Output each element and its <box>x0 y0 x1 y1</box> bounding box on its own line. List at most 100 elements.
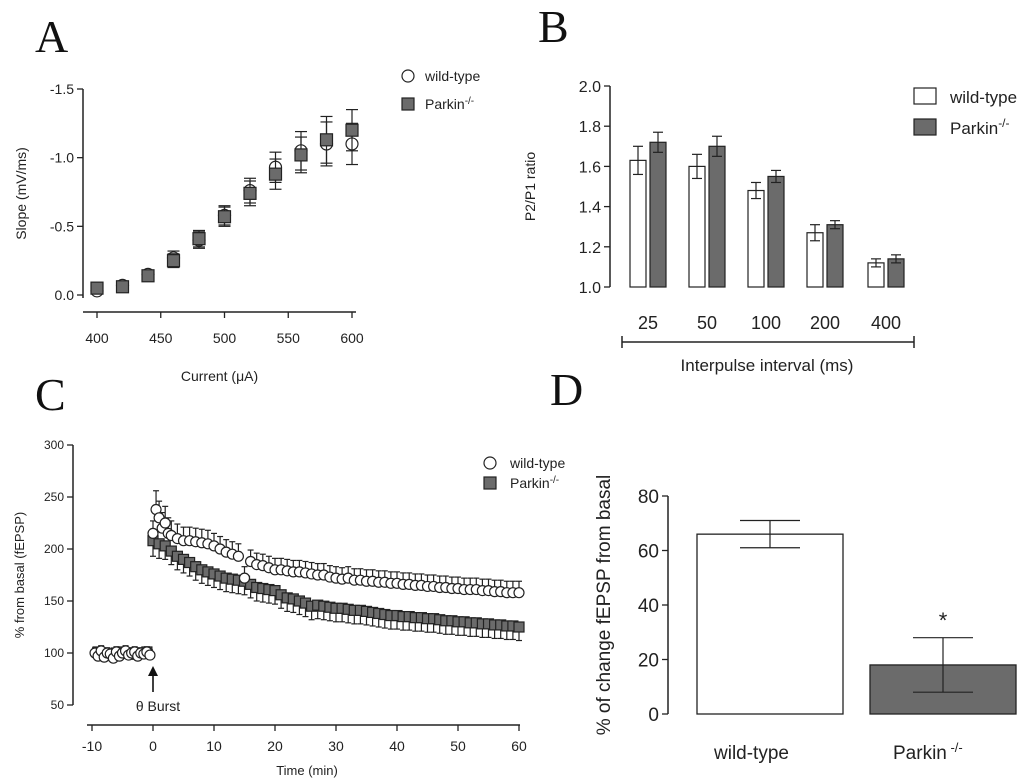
y-tick-label: 1.0 <box>579 280 601 297</box>
error-bar <box>740 519 800 549</box>
legend-marker-wild-type <box>401 69 415 83</box>
data-point <box>90 281 104 295</box>
y-tick-label: 2.0 <box>579 79 601 96</box>
bar <box>747 189 765 288</box>
category-label: 400 <box>871 313 901 333</box>
category-label: 200 <box>810 313 840 333</box>
y-tick-label: 200 <box>44 542 64 556</box>
legend-swatch-wild-type <box>913 87 937 105</box>
x-tick-label: -10 <box>82 738 102 754</box>
x-tick-label: 600 <box>340 330 364 346</box>
error-bar <box>891 254 901 264</box>
y-tick-label: -0.5 <box>50 218 74 234</box>
error-bar <box>633 145 643 176</box>
error-bar <box>913 637 973 693</box>
y-tick-label: 1.4 <box>579 200 601 217</box>
bar <box>708 145 726 288</box>
y-tick-label: 0 <box>648 705 659 726</box>
legend-marker-wild-type <box>483 456 497 470</box>
bar <box>767 175 785 288</box>
data-point <box>147 527 159 540</box>
legend-label-parkin: Parkin-/- <box>950 116 1010 138</box>
x-tick-label: 400 <box>85 330 109 346</box>
data-point <box>141 269 155 283</box>
chart-d: 0 20 40 60 80 % of change fEPSP from basal wil… <box>594 475 1017 765</box>
error-bar <box>712 135 722 157</box>
x-tick-label: 20 <box>267 738 283 754</box>
x-axis-label: Interpulse interval (ms) <box>681 356 854 375</box>
legend-swatch-parkin <box>913 118 937 136</box>
y-tick-label: 300 <box>44 438 64 452</box>
data-point <box>217 210 232 224</box>
legend-marker-parkin <box>483 476 497 490</box>
data-point <box>268 167 283 181</box>
category-label: 100 <box>751 313 781 333</box>
x-axis-label: Time (min) <box>276 763 338 778</box>
bar <box>629 159 647 288</box>
data-point <box>192 232 206 246</box>
data-point <box>232 550 244 562</box>
data-point <box>513 587 525 599</box>
x-tick-label: 450 <box>149 330 173 346</box>
x-tick-label: 40 <box>389 738 405 754</box>
panel-label-b: B <box>538 1 569 52</box>
error-bar <box>653 131 663 153</box>
x-tick-label: 550 <box>277 330 301 346</box>
data-point <box>513 621 525 633</box>
legend-label-wild-type: wild-type <box>424 68 480 84</box>
y-axis-label: Slope (mV/ms) <box>13 147 29 240</box>
y-tick-label: 60 <box>638 542 659 563</box>
y-tick-label: 1.8 <box>579 119 601 136</box>
y-tick-label: -1.0 <box>50 150 74 166</box>
bar <box>688 165 706 288</box>
y-tick-label: 0.0 <box>55 287 75 303</box>
y-tick-label: 100 <box>44 646 64 660</box>
data-point <box>345 123 359 137</box>
error-bar <box>771 169 781 184</box>
legend-marker-parkin <box>401 97 415 111</box>
y-tick-label: 1.2 <box>579 240 601 257</box>
bar <box>649 141 667 288</box>
category-label: Parkin -/- <box>893 740 963 765</box>
significance-marker: * <box>939 608 948 633</box>
data-point <box>238 572 251 584</box>
category-label: 50 <box>697 313 717 333</box>
x-tick-label: 10 <box>206 738 222 754</box>
panel-label-a: A <box>35 11 68 62</box>
data-point <box>294 148 308 162</box>
x-axis-label: Current (μA) <box>181 368 258 384</box>
x-tick-label: 0 <box>149 738 157 754</box>
y-tick-label: -1.5 <box>50 81 74 97</box>
chart-a: 0.0 -0.5 -1.0 -1.5 400 450 500 550 600 Current (μ… <box>13 68 480 384</box>
y-tick-label: 40 <box>638 596 659 617</box>
x-tick-label: 30 <box>328 738 344 754</box>
y-tick-label: 50 <box>51 698 65 712</box>
chart-b: 1.0 1.2 1.4 1.6 1.8 2.0 P2/P1 ratio 25 50 100 200 4… <box>522 79 1017 375</box>
legend-label-wild-type: wild-type <box>509 455 565 471</box>
error-bar <box>810 224 820 242</box>
x-tick-label: 500 <box>213 330 237 346</box>
data-point <box>144 649 156 661</box>
x-tick-label: 50 <box>450 738 466 754</box>
y-tick-label: 1.6 <box>579 159 601 176</box>
error-bar <box>830 220 840 230</box>
y-tick-label: 20 <box>638 651 659 672</box>
legend-label-parkin: Parkin-/- <box>425 96 474 113</box>
legend-label-wild-type: wild-type <box>949 88 1017 107</box>
y-axis-label: % of change fEPSP from basal <box>594 475 615 736</box>
data-point <box>319 133 334 147</box>
category-label: wild-type <box>713 743 789 764</box>
data-point <box>166 254 181 268</box>
data-point <box>115 280 130 294</box>
x-tick-label: 60 <box>511 738 527 754</box>
y-tick-label: 150 <box>44 594 64 608</box>
y-axis-label: P2/P1 ratio <box>522 152 538 221</box>
panel-label-d: D <box>550 364 583 415</box>
data-point <box>159 517 171 529</box>
y-tick-label: 250 <box>44 490 64 504</box>
category-label: 25 <box>638 313 658 333</box>
bar <box>826 224 844 288</box>
panel-label-c: C <box>35 369 66 420</box>
burst-arrow-head <box>148 666 158 676</box>
